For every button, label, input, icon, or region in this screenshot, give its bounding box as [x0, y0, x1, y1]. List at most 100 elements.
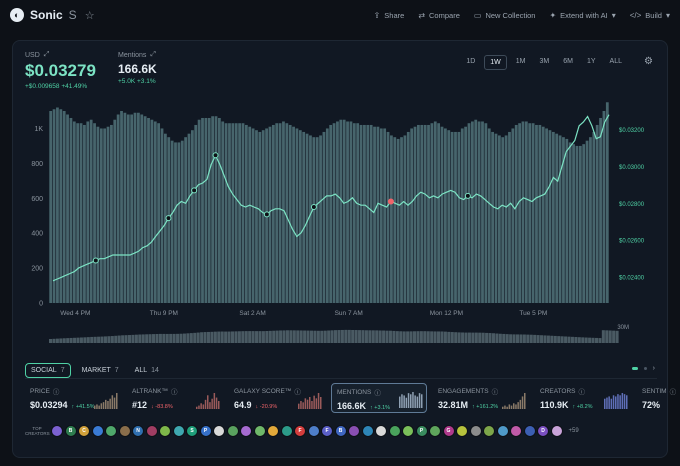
creator-avatar[interactable] [388, 425, 401, 437]
event-marker[interactable] [212, 152, 219, 159]
creator-avatar[interactable] [145, 425, 158, 437]
creator-avatar[interactable] [91, 425, 104, 437]
volume-label: 30M [617, 325, 629, 331]
mentions-bar [204, 117, 208, 304]
creator-avatar[interactable] [523, 425, 536, 437]
creator-avatar[interactable] [550, 425, 563, 437]
toolbar-action-new-collection[interactable]: ▭ New Collection [474, 11, 536, 20]
volume-bar [464, 332, 468, 343]
creator-avatar[interactable] [280, 425, 293, 437]
mentions-bar [302, 131, 306, 303]
creator-avatar[interactable] [267, 425, 279, 437]
expand-icon[interactable]: ⤢ [150, 51, 157, 58]
creator-avatar[interactable] [456, 425, 468, 437]
metric-card-mentions[interactable]: MENTIONS ⓘ 166.6K ↑ +3.1% [331, 383, 427, 413]
more-creators-count[interactable]: +59 [568, 428, 579, 434]
creator-avatar[interactable] [375, 425, 387, 437]
creator-avatar[interactable] [348, 425, 360, 437]
pager-dot-active[interactable] [631, 367, 638, 370]
info-icon[interactable]: ⓘ [669, 389, 677, 396]
settings-icon[interactable]: ⚙ [644, 56, 653, 67]
volume-bar [261, 331, 265, 343]
creator-avatar[interactable] [118, 425, 131, 437]
creator-avatar[interactable] [213, 425, 225, 437]
mentions-bar [241, 123, 245, 303]
event-marker[interactable] [464, 192, 471, 199]
tab-social[interactable]: SOCIAL 7 [25, 363, 71, 378]
creator-avatar[interactable] [240, 425, 252, 437]
range-1d[interactable]: 1D [466, 58, 476, 65]
range-3m[interactable]: 3M [539, 58, 550, 65]
creator-avatar[interactable]: B [334, 425, 347, 437]
creator-avatar[interactable] [226, 425, 239, 437]
event-marker[interactable] [310, 204, 317, 210]
creator-avatar[interactable] [496, 425, 509, 437]
tab-all[interactable]: ALL 14 [130, 364, 164, 377]
toolbar-action-compare[interactable]: ⇄ Compare [418, 11, 460, 20]
creator-avatar[interactable]: F [294, 425, 306, 437]
volume-bar [59, 338, 63, 343]
creator-avatar[interactable] [105, 425, 117, 437]
star-icon[interactable]: ☆ [84, 9, 95, 22]
range-1m[interactable]: 1M [515, 58, 526, 65]
range-1y[interactable]: 1Y [586, 58, 596, 65]
toolbar-action-share[interactable]: ⇪ Share [374, 11, 405, 20]
event-marker[interactable] [387, 198, 394, 205]
creator-avatar[interactable]: P [415, 425, 428, 437]
creator-avatar[interactable] [307, 425, 320, 437]
toolbar-action-extend-with-ai[interactable]: ✦ Extend with AI ▾ [549, 11, 615, 20]
range-6m[interactable]: 6M [563, 58, 573, 65]
toolbar-action-build[interactable]: </> Build ▾ [630, 11, 670, 20]
info-icon[interactable]: ⓘ [578, 389, 586, 396]
mentions-bar [234, 123, 238, 303]
metric-card-sentim[interactable]: SENTIM ⓘ 72% [637, 383, 677, 413]
event-marker[interactable] [191, 187, 198, 194]
creator-avatar[interactable]: N [132, 425, 144, 437]
creator-avatar[interactable] [172, 425, 185, 437]
range-all[interactable]: ALL [609, 58, 622, 65]
metric-card-creators[interactable]: CREATORS ⓘ 110.9K ↑ +8.2% [535, 383, 631, 413]
creator-avatar[interactable] [253, 425, 266, 437]
creator-avatar[interactable]: F [321, 425, 333, 437]
volume-bar [210, 331, 214, 343]
creator-avatar[interactable] [510, 425, 522, 437]
chevron-right-icon[interactable]: › [652, 365, 655, 372]
metric-card-galaxy-score-[interactable]: GALAXY SCORE™ ⓘ 64.9 ↓ -20.9% [229, 383, 325, 413]
creator-avatar[interactable]: D [537, 425, 549, 437]
creator-avatar[interactable] [429, 425, 441, 437]
creator-avatar[interactable] [361, 425, 374, 437]
expand-icon[interactable]: ⤢ [43, 51, 50, 58]
volume-bar [577, 337, 581, 343]
tab-market[interactable]: MARKET 7 [77, 364, 124, 377]
creator-avatar[interactable] [483, 425, 495, 437]
metric-card-price[interactable]: PRICE ⓘ $0.03294 ↑ +41.5% [25, 383, 121, 413]
volume-strip[interactable] [49, 321, 619, 343]
info-icon[interactable]: ⓘ [374, 390, 381, 397]
metric-card-engagements[interactable]: ENGAGEMENTS ⓘ 32.81M ↑ +161.2% [433, 383, 529, 413]
event-marker[interactable] [263, 211, 270, 218]
mentions-bar [443, 128, 447, 303]
info-icon[interactable]: ⓘ [171, 389, 178, 396]
creator-avatar[interactable]: S [186, 425, 198, 437]
volume-bar [313, 330, 317, 343]
creator-avatar[interactable] [469, 425, 482, 437]
metric-card-altrank-[interactable]: ALTRANK™ ⓘ #12 ↓ -83.8% [127, 383, 223, 413]
creator-avatar[interactable] [159, 425, 171, 437]
range-1w[interactable]: 1W [484, 55, 507, 70]
info-icon[interactable]: ⓘ [294, 389, 301, 396]
info-icon[interactable]: ⓘ [491, 389, 499, 396]
event-marker[interactable] [92, 257, 99, 264]
spark-bar [412, 392, 414, 408]
spark-bar [317, 393, 320, 409]
card-value: #12 [132, 400, 148, 410]
info-icon[interactable]: ⓘ [52, 389, 60, 396]
creator-avatar[interactable]: P [199, 425, 212, 437]
creator-avatar[interactable]: G [442, 425, 455, 437]
creator-avatar[interactable] [51, 425, 63, 437]
pager-dot[interactable] [643, 367, 647, 370]
creator-avatar[interactable]: B [64, 425, 77, 437]
event-marker[interactable] [165, 215, 172, 222]
creator-avatar[interactable] [402, 425, 414, 437]
creator-avatar[interactable]: C [78, 425, 90, 437]
mentions-bar [511, 128, 515, 303]
